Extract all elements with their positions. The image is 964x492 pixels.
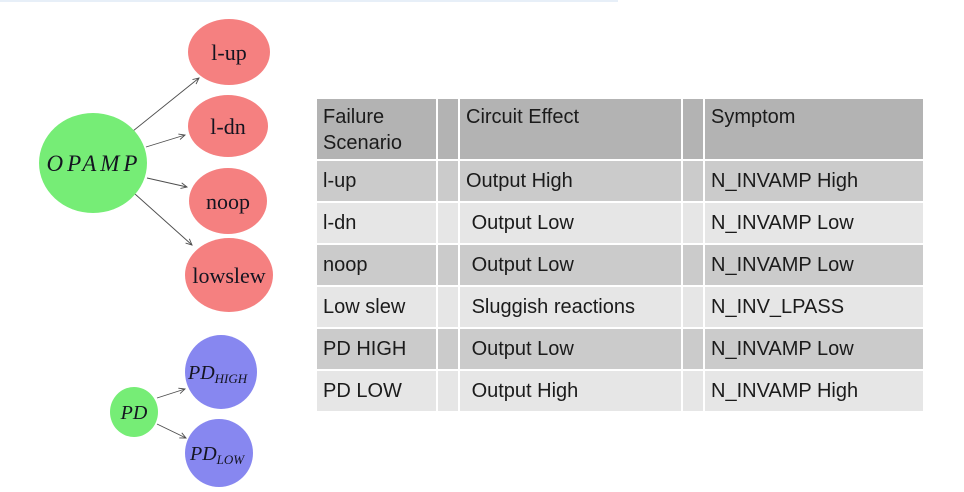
arrow-opamp-to-l-up: [132, 77, 200, 132]
cell-symptom: N_INVAMP Low: [703, 243, 925, 287]
cell-scenario: Low slew: [315, 285, 438, 329]
cell-symptom: N_INV_LPASS: [703, 285, 925, 329]
col-header-failure-scenario: Failure Scenario: [315, 97, 438, 161]
header-spacer-cell: [681, 97, 705, 161]
spacer-cell: [681, 201, 705, 245]
spacer-cell: [436, 327, 460, 371]
table-row: Low slew Sluggish reactions N_INV_LPASS: [315, 285, 925, 329]
col-header-symptom: Symptom: [703, 97, 925, 161]
node-l-dn-label: l-dn: [210, 114, 245, 139]
node-l-up: [188, 19, 270, 85]
cell-effect: Output High: [458, 369, 683, 413]
table-row: noop Output Low N_INVAMP Low: [315, 243, 925, 287]
fault-tree-diagram: OPAMP l-up l-dn noop lowslew PD PDHIGH P…: [39, 19, 273, 487]
node-pd-low: [185, 419, 253, 487]
cell-effect: Output Low: [458, 327, 683, 371]
cell-scenario: PD HIGH: [315, 327, 438, 371]
spacer-cell: [436, 201, 460, 245]
failure-table: Failure Scenario Circuit Effect Symptom …: [315, 97, 925, 413]
cell-effect: Output Low: [458, 201, 683, 245]
node-pd-label: PD: [120, 402, 148, 424]
node-lowslew: [185, 238, 273, 312]
node-l-dn: [188, 95, 268, 157]
table-header-row: Failure Scenario Circuit Effect Symptom: [315, 97, 925, 161]
cell-effect: Output Low: [458, 243, 683, 287]
spacer-cell: [436, 285, 460, 329]
cell-effect: Sluggish reactions: [458, 285, 683, 329]
spacer-cell: [681, 327, 705, 371]
spacer-cell: [681, 285, 705, 329]
cell-scenario: l-up: [315, 159, 438, 203]
spacer-cell: [681, 243, 705, 287]
spacer-cell: [436, 159, 460, 203]
table-row: l-dn Output Low N_INVAMP Low: [315, 201, 925, 245]
table-row: PD LOW Output High N_INVAMP High: [315, 369, 925, 413]
cell-effect: Output High: [458, 159, 683, 203]
col-header-circuit-effect: Circuit Effect: [458, 97, 683, 161]
node-lowslew-label: lowslew: [192, 263, 265, 288]
node-noop: [189, 168, 267, 234]
cell-scenario: noop: [315, 243, 438, 287]
spacer-cell: [681, 159, 705, 203]
node-pd-low-label: PDLOW: [189, 443, 245, 467]
arrow-opamp-to-noop: [146, 177, 189, 189]
pd-tree: PD PDHIGH PDLOW: [110, 335, 257, 487]
cell-scenario: PD LOW: [315, 369, 438, 413]
table-row: l-up Output High N_INVAMP High: [315, 159, 925, 203]
header-spacer-cell: [436, 97, 460, 161]
arrow-pd-to-pd-high: [156, 387, 187, 399]
node-pd-high-label: PDHIGH: [187, 362, 248, 386]
cell-symptom: N_INVAMP Low: [703, 201, 925, 245]
arrow-opamp-to-l-dn: [145, 133, 187, 148]
node-pd: [110, 387, 158, 437]
node-pd-high: [185, 335, 257, 409]
opamp-tree: OPAMP l-up l-dn noop lowslew: [39, 19, 273, 312]
cell-symptom: N_INVAMP High: [703, 369, 925, 413]
node-opamp-label: OPAMP: [47, 151, 142, 176]
window-top-edge: [0, 0, 618, 2]
node-opamp: [39, 113, 147, 213]
cell-scenario: l-dn: [315, 201, 438, 245]
node-l-up-label: l-up: [211, 40, 246, 65]
spacer-cell: [436, 243, 460, 287]
arrow-opamp-to-lowslew: [134, 193, 193, 246]
cell-symptom: N_INVAMP High: [703, 159, 925, 203]
spacer-cell: [681, 369, 705, 413]
node-noop-label: noop: [206, 189, 250, 214]
table-row: PD HIGH Output Low N_INVAMP Low: [315, 327, 925, 371]
spacer-cell: [436, 369, 460, 413]
cell-symptom: N_INVAMP Low: [703, 327, 925, 371]
arrow-pd-to-pd-low: [156, 423, 187, 439]
